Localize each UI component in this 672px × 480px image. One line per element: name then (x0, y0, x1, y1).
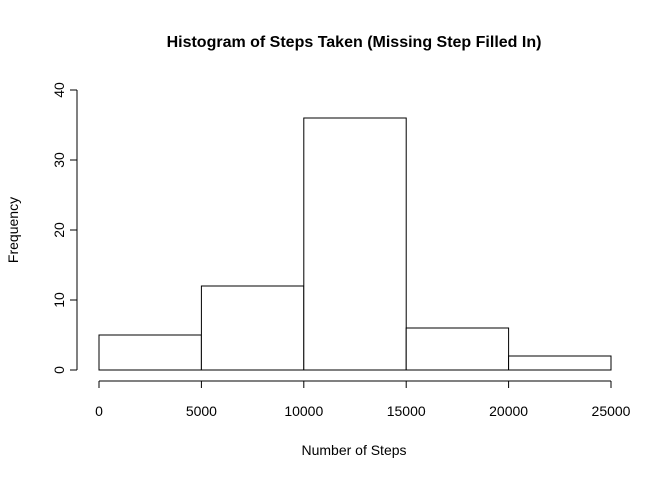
y-tick-label-0: 0 (51, 366, 67, 374)
x-tick-label-1: 5000 (186, 403, 217, 419)
bars-group (98, 117, 612, 371)
histogram-bar-3 (405, 327, 510, 371)
x-axis-label: Number of Steps (301, 442, 406, 458)
y-axis-label: Frequency (5, 197, 21, 263)
y-axis: 0 10 20 30 40 (51, 82, 78, 374)
histogram-bar-1 (200, 285, 305, 371)
x-tick-label-4: 20000 (489, 403, 528, 419)
x-tick-label-0: 0 (95, 403, 103, 419)
y-tick-label-3: 30 (51, 152, 67, 168)
x-tick-label-2: 10000 (284, 403, 323, 419)
x-tick-label-5: 25000 (592, 403, 631, 419)
y-tick-label-2: 20 (51, 222, 67, 238)
histogram-bar-0 (98, 334, 202, 371)
y-tick-label-4: 40 (51, 82, 67, 98)
chart-title: Histogram of Steps Taken (Missing Step F… (167, 34, 542, 51)
x-tick-label-3: 15000 (387, 403, 426, 419)
histogram-bar-2 (303, 117, 407, 371)
histogram-bar-4 (508, 355, 612, 371)
x-axis: 0 5000 10000 15000 20000 25000 (95, 380, 631, 419)
y-tick-label-1: 10 (51, 292, 67, 308)
